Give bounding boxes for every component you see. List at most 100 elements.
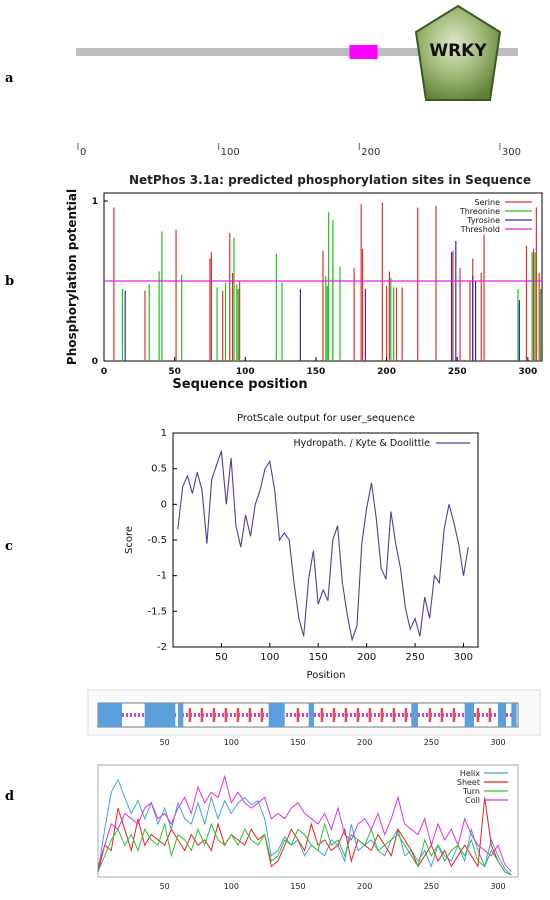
structure-line-helix bbox=[97, 778, 512, 876]
structure-strip-coil-mark bbox=[246, 713, 248, 717]
wrky-domain-label: WRKY bbox=[429, 41, 487, 61]
structure-strip-sheet-mark bbox=[224, 708, 228, 722]
netphos-x-tick-label: 50 bbox=[168, 367, 181, 377]
protscale-y-tick-label: -0.5 bbox=[147, 535, 167, 546]
netphos-axes: 0 50 100 150 200 250 300 0 1 bbox=[92, 197, 538, 377]
structure-strip-sheet-mark bbox=[296, 708, 300, 722]
protscale-x-tick-label: 250 bbox=[406, 652, 425, 663]
structure-strip-coil-mark bbox=[462, 713, 464, 717]
protscale-y-tick-label: -1 bbox=[157, 571, 167, 582]
axis-a-tick-label: 100 bbox=[221, 147, 240, 158]
structure-strip-tick-label: 150 bbox=[290, 738, 305, 747]
structure-strip-coil-mark bbox=[450, 713, 452, 717]
structure-strip-coil-mark bbox=[410, 713, 412, 717]
structure-strip-coil-mark bbox=[486, 713, 488, 717]
structure-strip bbox=[97, 702, 519, 728]
protscale-y-label: Score bbox=[124, 526, 135, 554]
netphos-bars bbox=[104, 202, 542, 361]
structure-strip-sheet-mark bbox=[356, 708, 360, 722]
structure-strip-sheet-mark bbox=[236, 708, 240, 722]
structure-line-sheet bbox=[97, 797, 512, 876]
structure-strip-coil-mark bbox=[206, 713, 208, 717]
structure-legend-label: Coil bbox=[465, 796, 480, 805]
structure-strip-coil-mark bbox=[446, 713, 448, 717]
structure-lines bbox=[97, 774, 512, 876]
structure-strip-coil-mark bbox=[482, 713, 484, 717]
structure-strip-coil-mark bbox=[338, 713, 340, 717]
structure-strip-coil-mark bbox=[198, 713, 200, 717]
structure-strip-coil-mark bbox=[438, 713, 440, 717]
protscale-x-tick-label: 200 bbox=[357, 652, 376, 663]
axis-a-tick-label: 300 bbox=[502, 147, 521, 158]
protscale-x-tick-label: 100 bbox=[260, 652, 279, 663]
structure-strip-coil-mark bbox=[378, 713, 380, 717]
structure-legend-label: Sheet bbox=[457, 778, 480, 787]
structure-strip-coil-mark bbox=[418, 713, 420, 717]
structure-strip-sheet-mark bbox=[404, 708, 408, 722]
structure-strip-coil-mark bbox=[302, 713, 304, 717]
protscale-y-tick-label: 0 bbox=[161, 499, 167, 510]
panel-c-protscale-chart: ProtScale output for user_sequence 50 100… bbox=[124, 413, 479, 681]
structure-x-tick-label: 200 bbox=[357, 882, 372, 891]
protscale-x-tick-label: 50 bbox=[215, 652, 228, 663]
structure-strip-coil-mark bbox=[254, 713, 256, 717]
structure-strip-coil-mark bbox=[350, 713, 352, 717]
structure-strip-sheet-mark bbox=[452, 708, 456, 722]
structure-strip-helix-block bbox=[178, 703, 184, 727]
structure-legend-label: Helix bbox=[460, 769, 480, 778]
structure-strip-coil-mark bbox=[134, 713, 136, 717]
netphos-legend-label: Tyrosine bbox=[466, 216, 500, 225]
structure-strip-sheet-mark bbox=[248, 708, 252, 722]
structure-strip-coil-mark bbox=[306, 713, 308, 717]
structure-strip-coil-mark bbox=[126, 713, 128, 717]
structure-strip-coil-mark bbox=[422, 713, 424, 717]
structure-strip-coil-mark bbox=[230, 713, 232, 717]
netphos-x-tick-label: 0 bbox=[101, 367, 107, 377]
structure-x-tick-label: 150 bbox=[290, 882, 305, 891]
protscale-plot-frame bbox=[172, 432, 479, 648]
structure-strip-coil-mark bbox=[474, 713, 476, 717]
protscale-axes: 50 100 150 200 250 300 1 0.5 0 -0.5 -1 -1.5 -2 bbox=[147, 428, 473, 663]
structure-strip-sheet-mark bbox=[344, 708, 348, 722]
panel-a-axis: 0 100 200 300 bbox=[77, 143, 521, 158]
structure-strip-coil-mark bbox=[506, 713, 508, 717]
structure-strip-sheet-mark bbox=[332, 708, 336, 722]
structure-strip-tick-label: 200 bbox=[357, 738, 372, 747]
protscale-x-tick-label: 150 bbox=[309, 652, 328, 663]
structure-strip-helix-block bbox=[308, 703, 314, 727]
structure-strip-helix-block bbox=[144, 703, 176, 727]
structure-strip-sheet-mark bbox=[212, 708, 216, 722]
netphos-legend-label: Serine bbox=[474, 198, 500, 207]
structure-strip-coil-mark bbox=[386, 713, 388, 717]
structure-legend-label: Turn bbox=[462, 787, 480, 796]
structure-strip-helix-block bbox=[464, 703, 474, 727]
structure-strip-sheet-mark bbox=[440, 708, 444, 722]
protscale-line bbox=[177, 450, 469, 643]
structure-strip-coil-mark bbox=[426, 713, 428, 717]
wrky-domain-pentagon: WRKY bbox=[414, 4, 502, 101]
structure-strip-coil-mark bbox=[494, 713, 496, 717]
protscale-x-tick-label: 300 bbox=[454, 652, 473, 663]
structure-x-tick-label: 250 bbox=[424, 882, 439, 891]
panel-d-secondary-structure: 50 100 150 200 250 300 50 100 150 200 250 300 Heli… bbox=[87, 689, 541, 891]
structure-strip-coil-mark bbox=[510, 713, 512, 717]
structure-strip-coil-mark bbox=[138, 713, 140, 717]
structure-strip-tick-label: 50 bbox=[160, 738, 170, 747]
structure-x-tick-label: 300 bbox=[490, 882, 505, 891]
structure-strip-coil-mark bbox=[242, 713, 244, 717]
netphos-x-tick-label: 200 bbox=[377, 367, 396, 377]
structure-strip-sheet-mark bbox=[392, 708, 396, 722]
structure-strip-coil-mark bbox=[266, 713, 268, 717]
structure-strip-sheet-mark bbox=[380, 708, 384, 722]
netphos-x-tick-label: 150 bbox=[307, 367, 326, 377]
structure-x-tick-label: 100 bbox=[224, 882, 239, 891]
structure-axis: 50 100 150 200 250 300 bbox=[160, 882, 506, 891]
structure-strip-sheet-mark bbox=[428, 708, 432, 722]
axis-a-tick-label: 0 bbox=[80, 147, 86, 158]
structure-strip-sheet-mark bbox=[320, 708, 324, 722]
netphos-x-tick-label: 100 bbox=[236, 367, 255, 377]
panel-a-domain-map: WRKY 0 100 200 300 bbox=[76, 4, 521, 158]
structure-strip-coil-mark bbox=[258, 713, 260, 717]
protscale-title: ProtScale output for user_sequence bbox=[237, 413, 415, 424]
